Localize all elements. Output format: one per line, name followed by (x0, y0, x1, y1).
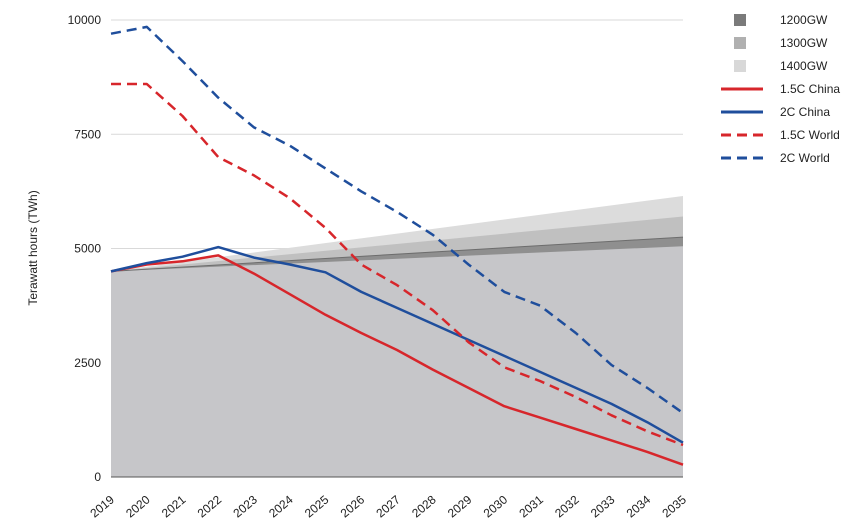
x-tick-label: 2020 (123, 492, 153, 520)
y-axis-label: Terawatt hours (TWh) (26, 190, 40, 305)
series-1-5c-china (110, 254, 684, 466)
x-tick-label: 2022 (195, 492, 225, 520)
legend-item-2c-china: 2C China (721, 105, 830, 119)
legend-item-1-5c-world: 1.5C World (721, 128, 840, 142)
legend-item-1200gw: 1200GW (734, 13, 828, 27)
legend-item-2c-world: 2C World (721, 151, 830, 165)
legend-label: 1200GW (780, 13, 828, 27)
y-tick-label: 7500 (74, 127, 101, 141)
legend-label: 1400GW (780, 59, 828, 73)
x-tick-label: 2031 (516, 492, 546, 520)
legend-item-1300gw: 1300GW (734, 36, 828, 50)
area-base (111, 246, 683, 477)
series-2c-world (110, 25, 684, 415)
x-tick-label: 2032 (552, 492, 582, 520)
series-2c-china (110, 245, 684, 444)
x-tick-label: 2033 (588, 492, 618, 520)
x-tick-labels: 2019 2020 2021 2022 2023 2024 2025 2026 2027 2028… (87, 492, 689, 520)
legend-item-1-5c-china: 1.5C China (721, 82, 840, 96)
y-tick-label: 5000 (74, 242, 101, 256)
legend-swatch (734, 14, 746, 26)
legend-label: 1300GW (780, 36, 828, 50)
x-tick-label: 2035 (659, 492, 689, 520)
series-lines (110, 25, 684, 466)
legend-swatch (734, 60, 746, 72)
legend: 1200GW 1300GW 1400GW 1.5C China 2C China 1.5C… (721, 13, 840, 165)
x-tick-label: 2029 (445, 492, 475, 520)
x-tick-label: 2034 (624, 492, 654, 520)
x-tick-label: 2024 (266, 492, 296, 520)
x-tick-label: 2023 (230, 492, 260, 520)
legend-swatch (734, 37, 746, 49)
legend-label: 1.5C World (780, 128, 840, 142)
legend-label: 2C China (780, 105, 830, 119)
x-tick-label: 2026 (338, 492, 368, 520)
x-tick-label: 2030 (481, 492, 511, 520)
x-tick-label: 2019 (87, 492, 117, 520)
series-1-5c-world (111, 82, 684, 447)
y-tick-label: 0 (94, 470, 101, 484)
area-1200gw-edge (110, 236, 684, 272)
legend-item-1400gw: 1400GW (734, 59, 828, 73)
legend-label: 2C World (780, 151, 830, 165)
x-tick-label: 2028 (409, 492, 439, 520)
legend-label: 1.5C China (780, 82, 840, 96)
y-tick-label: 2500 (74, 356, 101, 370)
x-tick-label: 2027 (373, 492, 403, 520)
x-tick-label: 2021 (159, 492, 189, 520)
y-tick-labels: 0 2500 5000 7500 10000 (68, 13, 102, 484)
x-tick-label: 2025 (302, 492, 332, 520)
y-tick-label: 10000 (68, 13, 102, 27)
